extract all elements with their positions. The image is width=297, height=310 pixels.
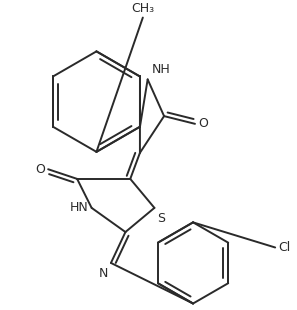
Text: NH: NH <box>151 63 170 76</box>
Text: S: S <box>157 212 165 225</box>
Text: O: O <box>198 117 208 130</box>
Text: O: O <box>35 163 45 176</box>
Text: N: N <box>99 267 108 280</box>
Text: HN: HN <box>70 202 89 215</box>
Text: Cl: Cl <box>278 241 290 254</box>
Text: CH₃: CH₃ <box>131 2 154 15</box>
